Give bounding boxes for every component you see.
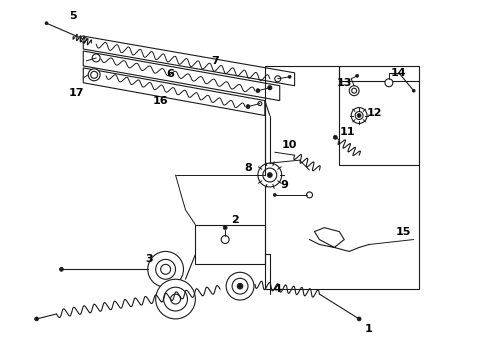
Circle shape bbox=[156, 260, 175, 279]
Text: 16: 16 bbox=[153, 96, 169, 105]
Text: 15: 15 bbox=[396, 226, 412, 237]
Circle shape bbox=[35, 317, 39, 321]
Circle shape bbox=[307, 192, 313, 198]
Circle shape bbox=[80, 36, 86, 42]
Text: 4: 4 bbox=[274, 284, 282, 294]
Circle shape bbox=[352, 88, 357, 93]
Text: 1: 1 bbox=[365, 324, 373, 334]
Text: 7: 7 bbox=[211, 56, 219, 66]
Text: 2: 2 bbox=[231, 215, 239, 225]
Text: 14: 14 bbox=[391, 68, 407, 78]
Text: 9: 9 bbox=[281, 180, 289, 190]
Circle shape bbox=[385, 79, 393, 87]
Circle shape bbox=[412, 89, 415, 92]
Circle shape bbox=[59, 267, 63, 271]
Circle shape bbox=[164, 287, 188, 311]
Circle shape bbox=[258, 163, 282, 187]
Circle shape bbox=[357, 317, 361, 321]
Circle shape bbox=[221, 235, 229, 243]
Circle shape bbox=[88, 69, 100, 81]
Circle shape bbox=[171, 294, 180, 304]
Circle shape bbox=[148, 251, 183, 287]
Circle shape bbox=[275, 76, 281, 82]
Circle shape bbox=[351, 108, 367, 123]
Circle shape bbox=[161, 264, 171, 274]
Circle shape bbox=[246, 105, 250, 109]
Text: 10: 10 bbox=[282, 140, 297, 150]
Circle shape bbox=[268, 86, 272, 90]
Circle shape bbox=[268, 172, 272, 177]
Circle shape bbox=[92, 54, 100, 62]
Circle shape bbox=[273, 193, 276, 196]
Circle shape bbox=[237, 283, 243, 289]
Circle shape bbox=[333, 135, 337, 139]
Circle shape bbox=[256, 89, 260, 93]
Circle shape bbox=[156, 279, 196, 319]
Text: 5: 5 bbox=[70, 11, 77, 21]
Circle shape bbox=[355, 112, 363, 120]
Text: 13: 13 bbox=[337, 78, 352, 88]
Circle shape bbox=[223, 226, 227, 230]
Circle shape bbox=[45, 22, 48, 25]
Text: 8: 8 bbox=[244, 163, 252, 173]
Circle shape bbox=[357, 113, 361, 117]
Text: 17: 17 bbox=[69, 88, 84, 98]
Circle shape bbox=[232, 278, 248, 294]
Text: 6: 6 bbox=[167, 69, 174, 79]
Circle shape bbox=[258, 102, 262, 105]
Circle shape bbox=[288, 75, 291, 78]
Text: 11: 11 bbox=[340, 127, 355, 138]
Circle shape bbox=[356, 74, 359, 77]
Circle shape bbox=[349, 86, 359, 96]
Text: 3: 3 bbox=[145, 255, 152, 264]
Circle shape bbox=[263, 168, 277, 182]
Text: 12: 12 bbox=[366, 108, 382, 117]
Circle shape bbox=[91, 71, 98, 78]
Circle shape bbox=[226, 272, 254, 300]
